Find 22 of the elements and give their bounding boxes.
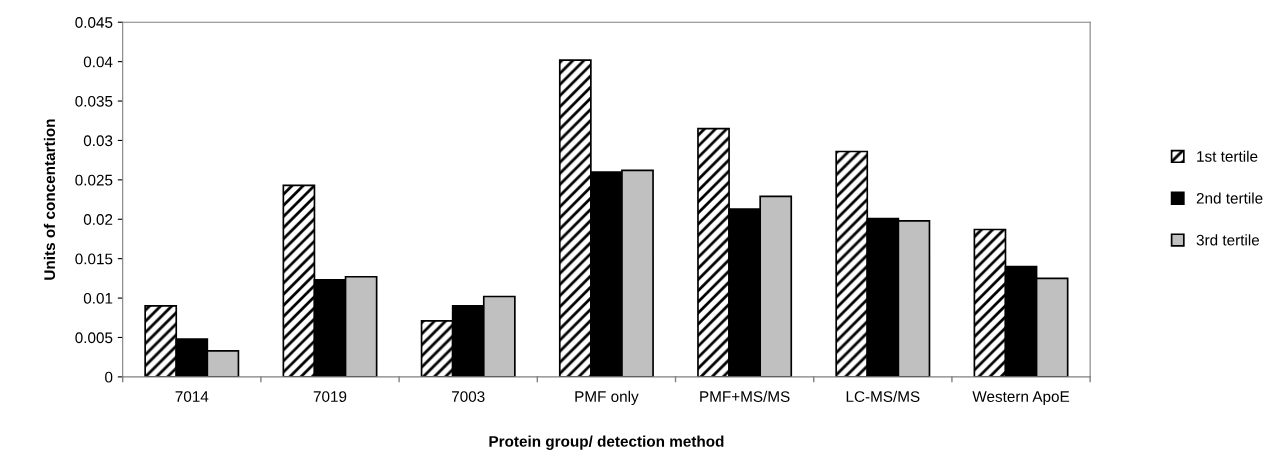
y-tick-label: 0.045 xyxy=(75,17,113,28)
x-tick-label: PMF+MS/MS xyxy=(700,390,790,402)
legend-label: 3rd tertile xyxy=(1196,234,1260,246)
x-axis-title: Protein group/ detection method xyxy=(489,435,724,450)
legend-label: 1st tertile xyxy=(1197,150,1258,162)
x-tick-label: 7019 xyxy=(313,391,347,402)
legend-label: 2nd tertile xyxy=(1196,192,1263,204)
y-tick-label: 0.015 xyxy=(75,253,113,265)
y-tick-label: 0.025 xyxy=(75,174,113,186)
y-tick-label: 0.02 xyxy=(83,214,113,225)
y-tick-label: 0 xyxy=(105,371,113,383)
y-tick-label: 0.005 xyxy=(75,332,113,344)
x-tick-label: PMF only xyxy=(575,390,639,406)
y-tick-label: 0.03 xyxy=(83,135,113,147)
y-tick-label: 0.035 xyxy=(75,95,113,107)
x-tick-label: LC-MS/MS xyxy=(846,390,920,402)
x-tick-label: Western ApoE xyxy=(972,391,1070,406)
x-tick-label: 7014 xyxy=(175,391,209,402)
y-tick-label: 0.04 xyxy=(83,56,113,68)
y-tick-label: 0.01 xyxy=(83,292,113,304)
y-axis-title: Units of concentartion xyxy=(43,119,56,280)
x-tick-label: 7003 xyxy=(452,391,485,402)
